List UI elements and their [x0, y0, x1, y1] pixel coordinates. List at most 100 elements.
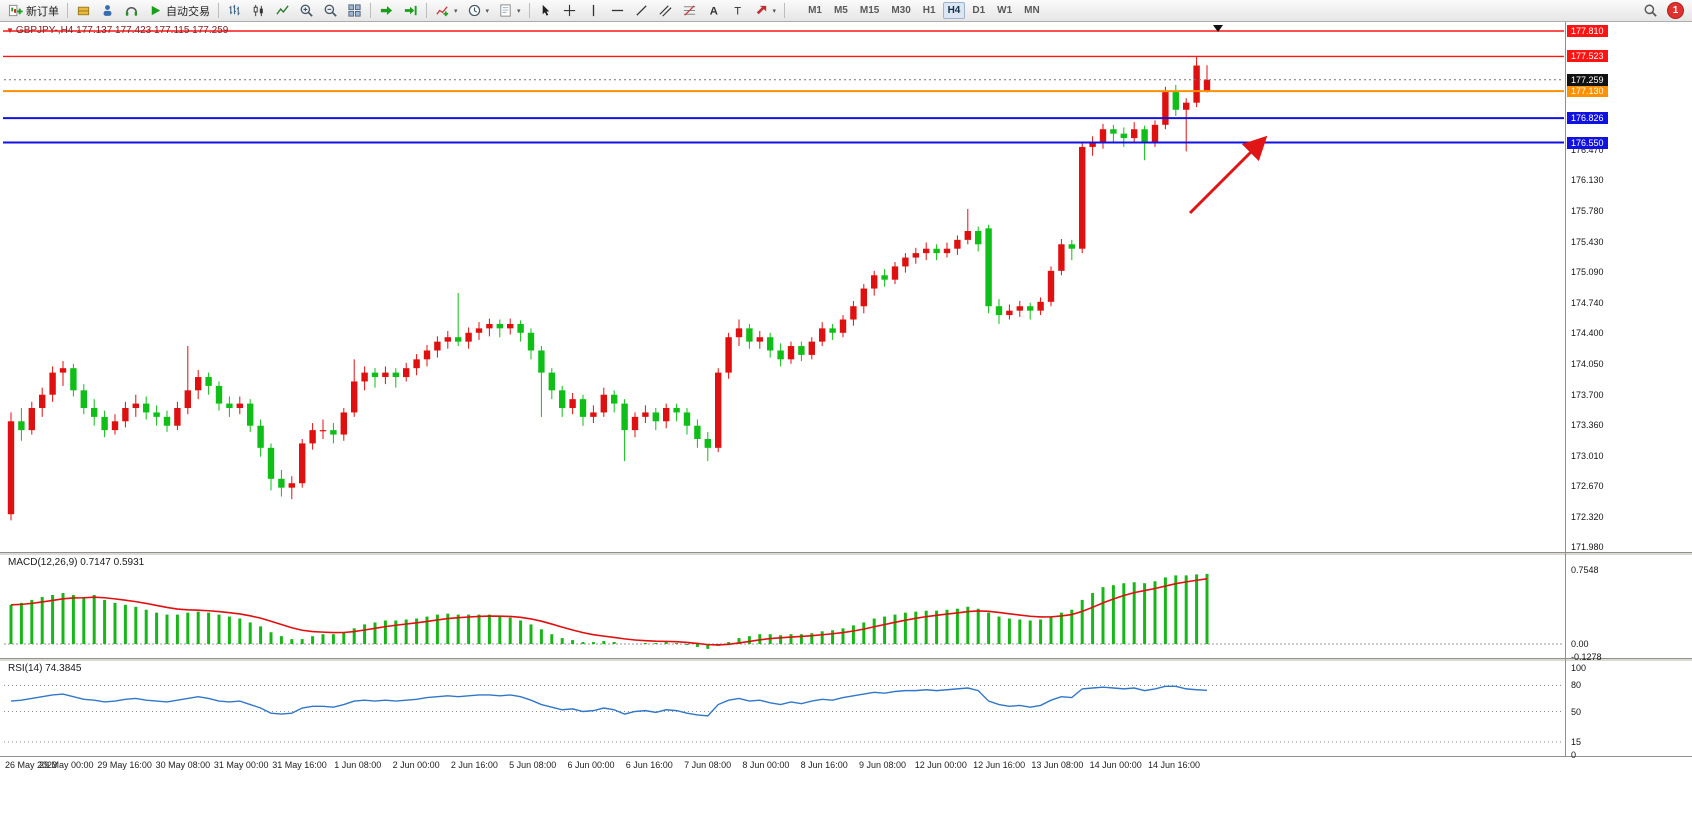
auto-trading-button[interactable]: 自动交易: [144, 0, 214, 22]
symbols-button[interactable]: [72, 0, 95, 22]
search-button[interactable]: [1639, 0, 1662, 22]
time-axis-label: 2 Jun 16:00: [450, 760, 498, 770]
candlestick-chart-button[interactable]: [247, 0, 270, 22]
text-tool-button[interactable]: A: [702, 0, 725, 22]
headset-icon: [125, 7, 138, 16]
timeframe-button-H4[interactable]: H4: [942, 2, 966, 19]
price-scale-label: 175.090: [1571, 266, 1604, 277]
periods-button[interactable]: ▾: [463, 0, 494, 22]
candle-body: [756, 337, 763, 342]
timeframe-button-H1[interactable]: H1: [922, 5, 936, 16]
chart-shift-button[interactable]: [399, 0, 422, 22]
toolbar-separator: [426, 3, 427, 18]
candle-body: [538, 350, 545, 373]
price-level-badge: 176.826: [1567, 112, 1608, 125]
price-scale[interactable]: 176.470 176.130 175.780 175.430 175.090 174.7…: [1566, 0, 1692, 839]
arrows-tool-button[interactable]: ▾: [750, 0, 781, 22]
auto-scroll-button[interactable]: [375, 0, 398, 22]
label-tool-button[interactable]: T: [726, 0, 749, 22]
templates-button[interactable]: ▾: [494, 0, 525, 22]
toolbar-separator: [784, 3, 786, 18]
candle-body: [215, 385, 223, 404]
dropdown-caret: ▾: [517, 7, 521, 15]
symbol-ohlc-info: ▼ GBPJPY-,H4 177.137 177.423 177.115 177.…: [6, 25, 228, 36]
auto-scroll-icon: [380, 6, 393, 15]
timeframe-button-D1[interactable]: D1: [972, 5, 986, 16]
timeframe-button-W1[interactable]: W1: [997, 5, 1013, 16]
time-axis-label: 6 Jun 16:00: [625, 760, 673, 770]
crosshair-tool-button[interactable]: [558, 0, 581, 22]
toolbar-separator: [218, 3, 219, 18]
candle-body: [403, 368, 410, 378]
timeframe-button-M5[interactable]: M5: [833, 5, 848, 16]
timeframe-button-M1[interactable]: M1: [808, 5, 822, 16]
indicators-button[interactable]: ▾: [431, 0, 462, 22]
candle-body: [923, 248, 930, 254]
macd-indicator-label: MACD(12,26,9) 0.7147 0.5931: [8, 557, 145, 568]
timeframe-button-MN[interactable]: MN: [1024, 5, 1040, 16]
candle-body: [663, 408, 670, 422]
zoom-in-button[interactable]: [295, 0, 318, 22]
price-scale-label: 172.670: [1571, 480, 1604, 491]
sounds-button[interactable]: [120, 0, 143, 22]
candle-body: [330, 430, 337, 435]
line-chart-button[interactable]: [271, 0, 294, 22]
price-scale-label: 176.130: [1571, 174, 1604, 185]
candlestick-chart-icon: [253, 4, 263, 17]
price-scale-label: 174.400: [1571, 327, 1604, 338]
timeframe-button-M30[interactable]: M30: [891, 5, 911, 16]
candle-body: [912, 253, 919, 258]
vertical-line-tool-button[interactable]: [582, 0, 605, 22]
rsi-scale-label: 80: [1571, 680, 1582, 691]
price-scale-label: 173.010: [1571, 450, 1604, 461]
candle-body: [985, 228, 992, 307]
candle-body: [174, 408, 181, 426]
horizontal-line-tool-button[interactable]: [606, 0, 629, 22]
time-axis-label: 14 Jun 16:00: [1147, 760, 1201, 770]
candle-body: [111, 421, 119, 431]
trendline-tool-button[interactable]: [630, 0, 653, 22]
crosshair-icon: [563, 4, 575, 17]
timeframe-group: M1 M5 M15 M30 H1 H4 D1 W1 MN: [803, 2, 1045, 19]
candle-body: [309, 430, 316, 444]
toolbar: 新订单 自动交易: [0, 0, 1692, 22]
cursor-tool-button[interactable]: [534, 0, 557, 22]
candle-body: [642, 412, 649, 417]
fibonacci-tool-button[interactable]: [678, 0, 701, 22]
timeframe-button-M15[interactable]: M15: [859, 5, 880, 16]
rsi-line: [10, 685, 1208, 717]
time-axis[interactable]: 26 May 2023 29 May 00:00 29 May 16:00 30 Ma…: [0, 757, 1566, 777]
time-axis-label: 30 May 08:00: [155, 760, 211, 770]
candle-body: [819, 328, 826, 342]
time-marker-icon: [1213, 25, 1223, 32]
candle-body: [1183, 102, 1190, 110]
candle-body: [486, 323, 493, 329]
chart-shift-icon: [404, 5, 417, 16]
toolbar-separator: [370, 3, 371, 18]
candle-body: [569, 399, 576, 409]
candle-body: [122, 408, 129, 422]
zoom-in-icon: [300, 4, 313, 17]
person-icon: [103, 5, 112, 16]
new-order-button[interactable]: 新订单: [4, 0, 63, 22]
zoom-out-button[interactable]: [319, 0, 342, 22]
price-scale-label: 174.740: [1571, 297, 1604, 308]
annotation-arrow: [1188, 135, 1268, 215]
tile-windows-button[interactable]: [343, 0, 366, 22]
candle-body: [808, 341, 815, 355]
templates-icon: [500, 4, 511, 17]
candle-body: [496, 323, 503, 329]
market-watch-button[interactable]: [96, 0, 119, 22]
notifications-button[interactable]: 1: [1663, 0, 1688, 22]
candle-body: [257, 425, 264, 448]
candle-body: [132, 403, 139, 409]
candle-body: [975, 231, 982, 245]
bar-chart-button[interactable]: [223, 0, 246, 22]
candle-body: [943, 248, 951, 254]
macd-scale-label: 0.7548: [1571, 565, 1599, 576]
channel-tool-button[interactable]: [654, 0, 677, 22]
price-scale-label: 173.700: [1571, 389, 1604, 400]
candle-body: [70, 368, 77, 391]
new-order-label: 新订单: [26, 5, 59, 18]
chart-area[interactable]: [0, 22, 1566, 552]
